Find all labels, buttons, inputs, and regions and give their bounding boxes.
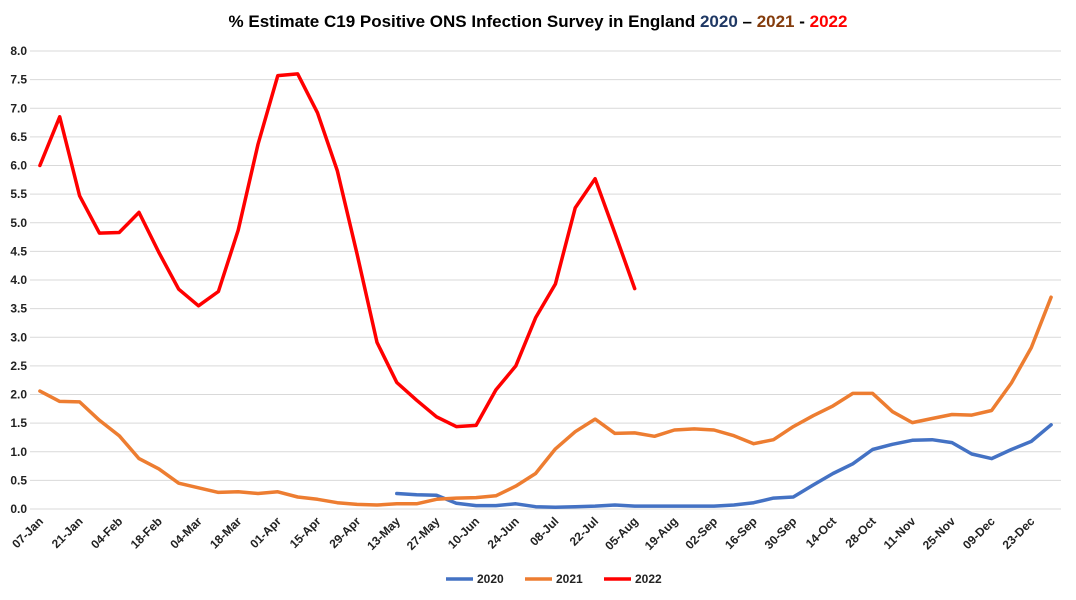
y-tick-label: 5.0 bbox=[10, 216, 27, 230]
y-tick-label: 7.0 bbox=[10, 101, 27, 115]
legend-label-2020: 2020 bbox=[477, 572, 504, 586]
x-tick-label: 24-Jun bbox=[485, 514, 522, 551]
y-tick-label: 0.5 bbox=[10, 473, 27, 487]
x-tick-label: 27-May bbox=[404, 514, 443, 553]
x-tick-label: 25-Nov bbox=[920, 514, 958, 552]
x-tick-label: 14-Oct bbox=[803, 514, 839, 550]
series-line-2022 bbox=[38, 72, 637, 429]
x-tick-label: 04-Mar bbox=[167, 514, 204, 551]
y-tick-label: 2.0 bbox=[10, 388, 27, 402]
title-year-1: – bbox=[737, 12, 757, 31]
y-tick-label: 1.5 bbox=[10, 416, 27, 430]
x-tick-label: 11-Nov bbox=[881, 514, 919, 552]
x-tick-label: 30-Sep bbox=[762, 514, 800, 552]
series-line-2020 bbox=[395, 423, 1053, 510]
x-tick-label: 15-Apr bbox=[287, 514, 324, 551]
x-tick-label: 04-Feb bbox=[88, 514, 125, 551]
y-tick-label: 3.0 bbox=[10, 330, 27, 344]
x-tick-label: 21-Jan bbox=[49, 514, 86, 551]
x-tick-label: 29-Apr bbox=[326, 514, 363, 551]
title-year-4: 2022 bbox=[809, 12, 848, 31]
y-tick-label: 4.5 bbox=[10, 244, 27, 258]
x-tick-label: 19-Aug bbox=[642, 514, 681, 553]
y-tick-label: 8.0 bbox=[10, 44, 27, 58]
x-tick-label: 09-Dec bbox=[960, 514, 998, 552]
y-tick-label: 7.5 bbox=[10, 73, 27, 87]
y-tick-label: 6.0 bbox=[10, 159, 27, 173]
x-tick-label: 28-Oct bbox=[842, 514, 878, 550]
x-tick-label: 10-Jun bbox=[445, 514, 482, 551]
title-year-2: 2021 bbox=[756, 12, 795, 31]
x-tick-label: 02-Sep bbox=[682, 514, 720, 552]
title-year-3: - bbox=[794, 12, 810, 31]
x-tick-label: 18-Mar bbox=[207, 514, 244, 551]
y-tick-label: 2.5 bbox=[10, 359, 27, 373]
series-line-2021 bbox=[38, 295, 1053, 507]
chart-title: % Estimate C19 Positive ONS Infection Su… bbox=[0, 12, 1076, 32]
y-tick-label: 5.5 bbox=[10, 187, 27, 201]
title-year-0: 2020 bbox=[699, 12, 738, 31]
x-tick-label: 22-Jul bbox=[567, 514, 601, 548]
y-tick-label: 4.0 bbox=[10, 273, 27, 287]
x-tick-label: 08-Jul bbox=[527, 514, 561, 548]
y-tick-label: 1.0 bbox=[10, 445, 27, 459]
x-tick-label: 18-Feb bbox=[128, 514, 165, 551]
x-tick-label: 07-Jan bbox=[9, 514, 46, 551]
x-tick-label: 05-Aug bbox=[602, 514, 641, 553]
x-tick-label: 23-Dec bbox=[1000, 514, 1038, 552]
y-tick-label: 6.5 bbox=[10, 130, 27, 144]
y-tick-label: 0.0 bbox=[10, 502, 27, 516]
legend-label-2021: 2021 bbox=[556, 572, 583, 586]
y-tick-label: 3.5 bbox=[10, 302, 27, 316]
chart-title-text: % Estimate C19 Positive ONS Infection Su… bbox=[228, 12, 696, 31]
x-tick-label: 16-Sep bbox=[722, 514, 760, 552]
x-tick-label: 01-Apr bbox=[247, 514, 284, 551]
chart-title-years: 2020 – 2021 - 2022 bbox=[700, 12, 848, 31]
legend-label-2022: 2022 bbox=[635, 572, 662, 586]
x-tick-label: 13-May bbox=[364, 514, 403, 553]
